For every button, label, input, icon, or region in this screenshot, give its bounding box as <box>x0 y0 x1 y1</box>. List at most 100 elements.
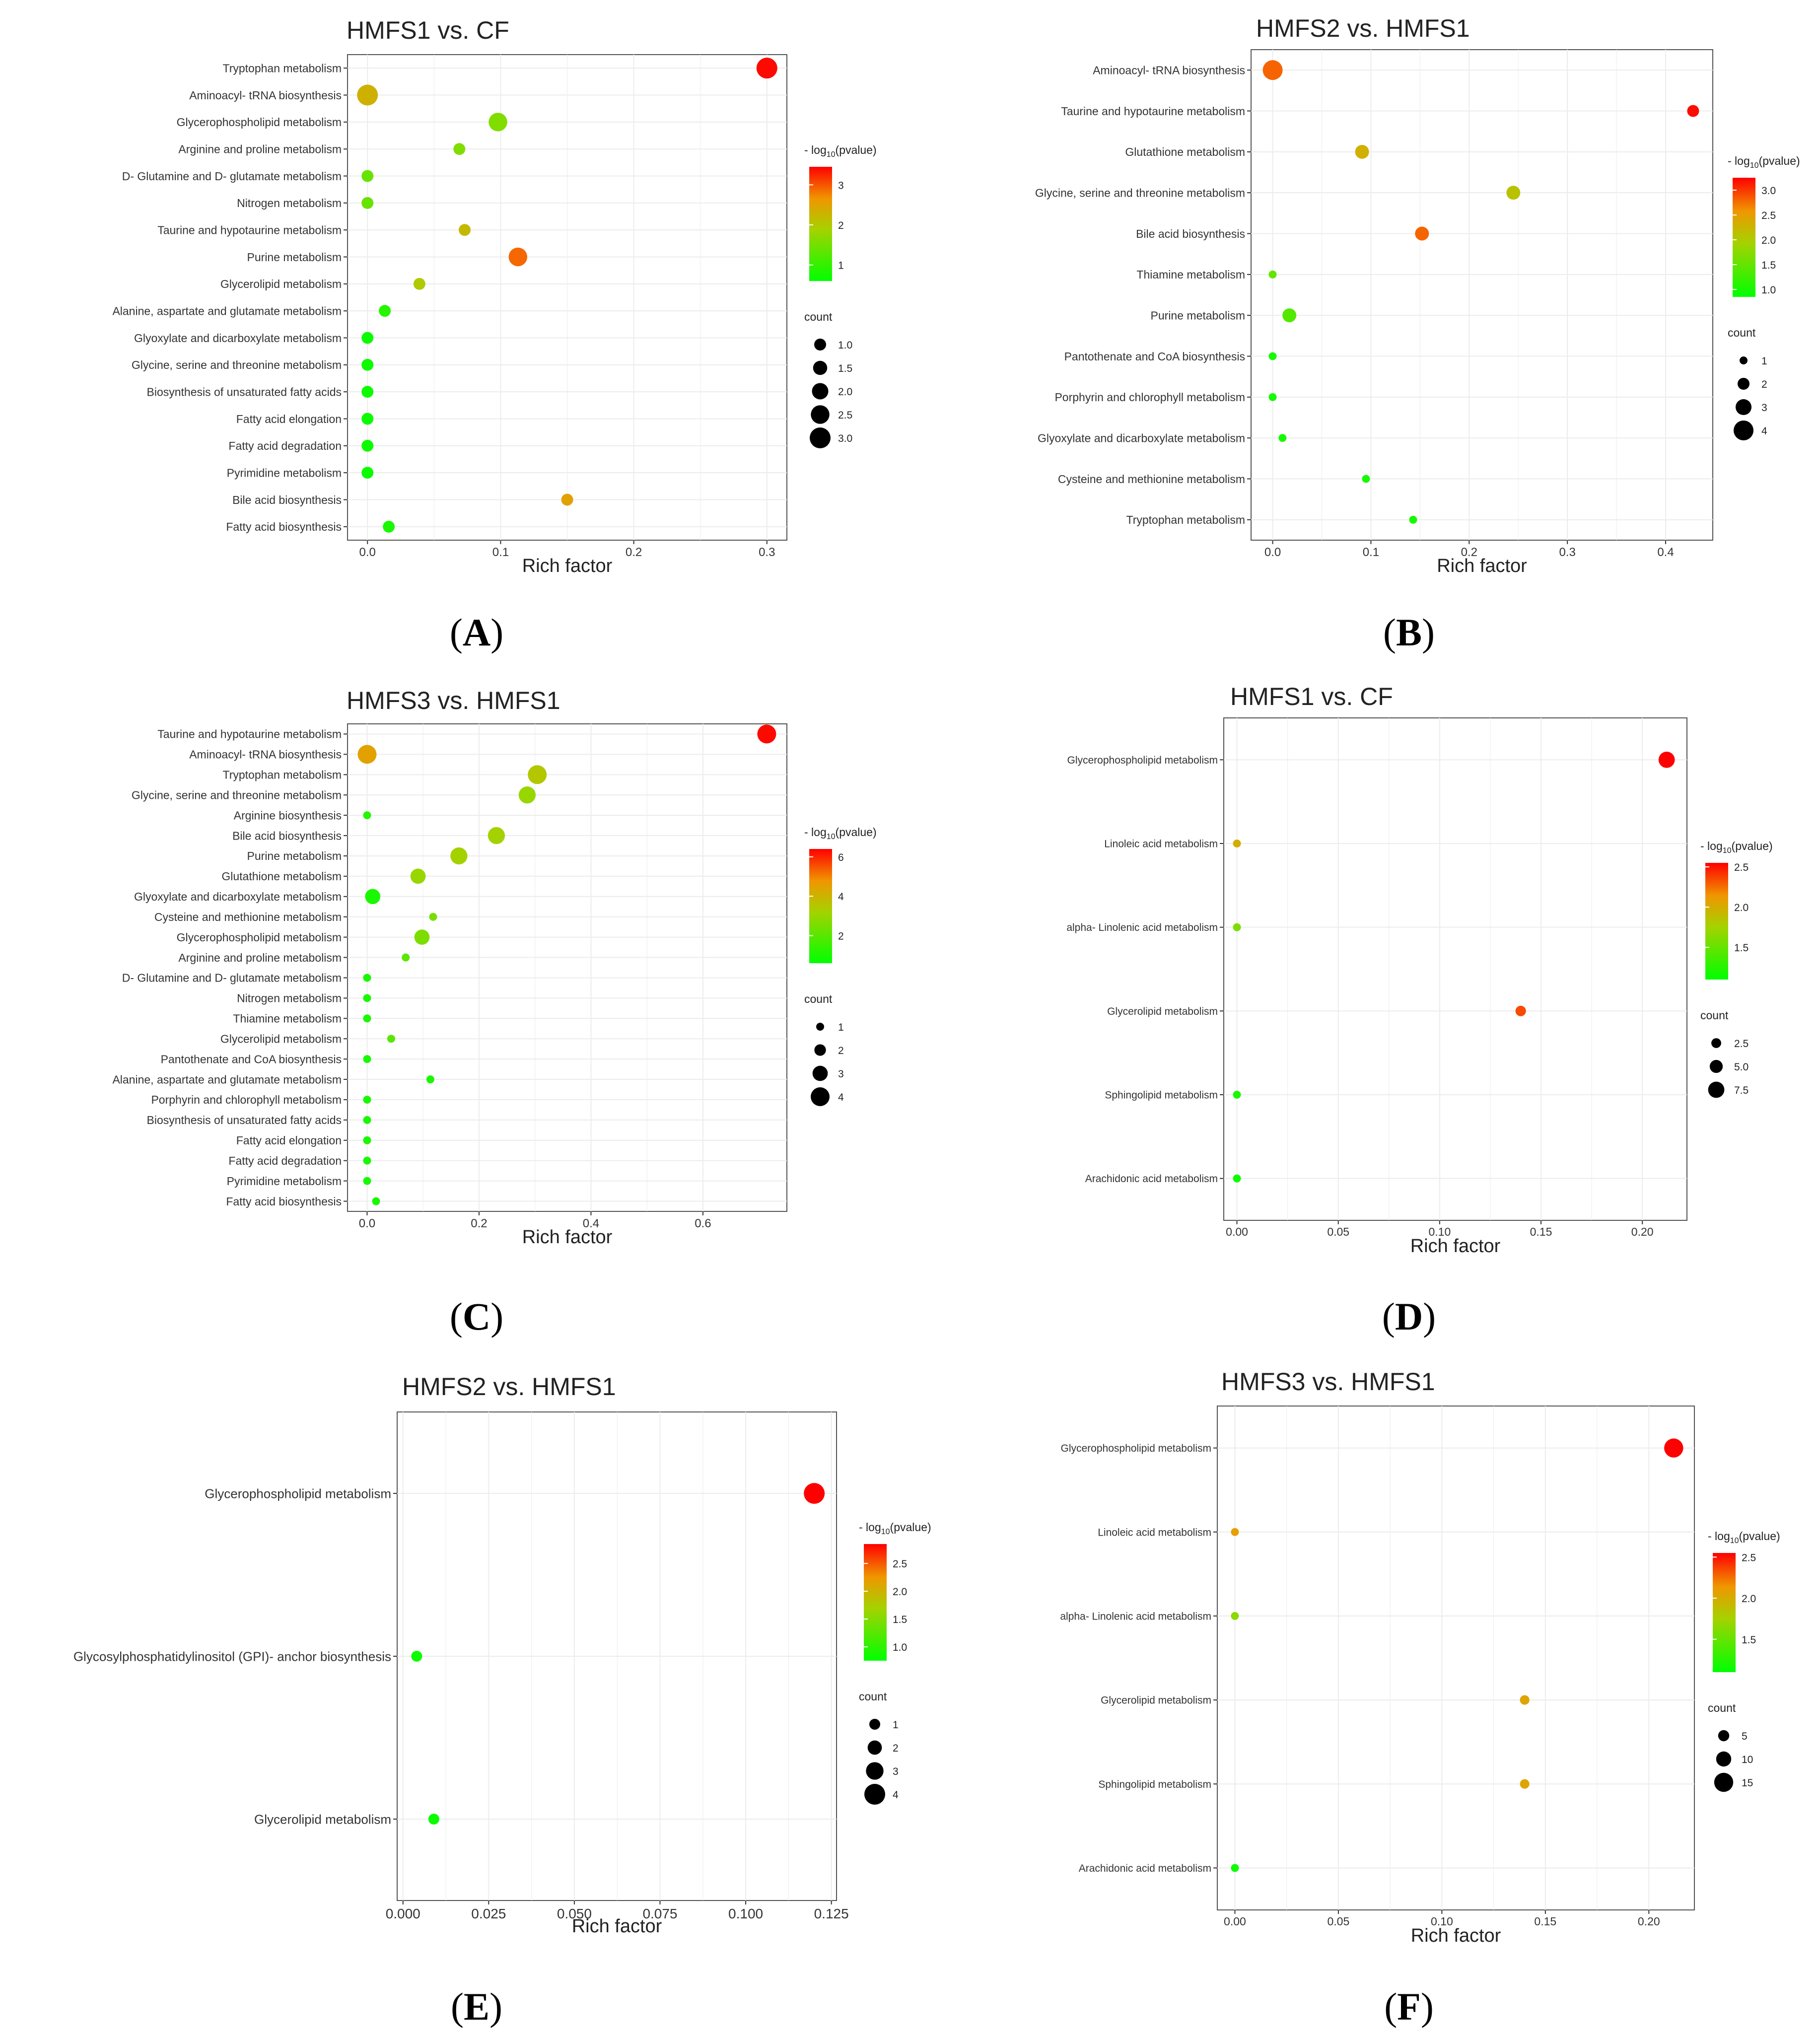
data-point <box>1268 352 1277 360</box>
data-point <box>1409 515 1417 524</box>
color-bar-label: 1.5 <box>1761 260 1776 271</box>
pathway-label: Pantothenate and CoA biosynthesis <box>161 1053 342 1065</box>
pathway-label: Tryptophan metabolism <box>223 62 342 74</box>
pathway-label: Glutathione metabolism <box>221 870 342 883</box>
size-legend-label: 2 <box>838 1045 844 1056</box>
pathway-label: Bile acid biosynthesis <box>232 829 342 842</box>
color-bar <box>809 849 832 963</box>
size-legend-title: count <box>804 992 833 1005</box>
grid-lines <box>1217 1406 1694 1910</box>
color-bar-label: 1 <box>838 260 844 272</box>
size-legend-label: 3.0 <box>838 433 852 444</box>
x-tick-label: 0.00 <box>1226 1225 1248 1238</box>
x-axis-label: Rich factor <box>1437 556 1527 576</box>
pathway-label: Glyoxylate and dicarboxylate metabolism <box>134 890 342 903</box>
x-tick-label: 0.0 <box>359 546 376 559</box>
pathway-label: Pyrimidine metabolism <box>227 1175 342 1188</box>
color-bar-label: 6 <box>838 852 844 863</box>
data-point <box>413 278 425 290</box>
size-legend-label: 4 <box>838 1092 844 1103</box>
x-tick-label: 0.10 <box>1428 1225 1451 1238</box>
size-legend-dot <box>813 360 828 375</box>
size-legend-dot <box>1714 1772 1734 1792</box>
pathway-label: Aminoacyl- tRNA biosynthesis <box>189 748 342 761</box>
x-tick-label: 0.1 <box>1363 546 1379 559</box>
x-axis-label: Rich factor <box>522 556 613 576</box>
color-legend-title: - log10(pvalue) <box>804 826 877 841</box>
chart-panel-b: HMFS2 vs. HMFS1 0.0 0.1 0.2 0.3 0.4 Rich facto… <box>1035 14 1800 654</box>
grid-lines <box>348 55 787 540</box>
color-bar-label: 2.5 <box>893 1558 907 1570</box>
size-legend-dot <box>814 1044 826 1056</box>
pathway-label: Glycine, serine and threonine metabolism <box>132 788 342 801</box>
size-legend-label: 5.0 <box>1734 1061 1749 1073</box>
x-tick-label: 0.0 <box>359 1217 375 1230</box>
pathway-label: Sphingolipid metabolism <box>1105 1090 1218 1101</box>
data-point <box>1506 186 1521 200</box>
data-point <box>363 1116 371 1124</box>
data-point <box>372 1197 380 1205</box>
x-tick-label: 0.15 <box>1530 1225 1552 1238</box>
chart-title: HMFS3 vs. HMFS1 <box>347 687 560 714</box>
data-point <box>1515 1005 1526 1016</box>
data-point <box>428 1814 439 1825</box>
data-point <box>1268 393 1277 401</box>
data-point <box>508 247 528 267</box>
data-point <box>1362 475 1370 483</box>
pathway-label: alpha- Linolenic acid metabolism <box>1066 922 1218 933</box>
pathway-label: Cysteine and methionine metabolism <box>1058 473 1245 486</box>
pathway-label: Fatty acid degradation <box>228 1154 342 1167</box>
data-point <box>426 1075 434 1084</box>
pathway-label: Glycosylphosphatidylinositol (GPI)- anch… <box>73 1649 391 1664</box>
chart-panel-d: HMFS1 vs. CF 0.00 0.05 0.10 0.15 0.20 Rich fac… <box>1066 683 1772 1338</box>
data-point <box>361 439 374 452</box>
data-point <box>414 929 430 945</box>
size-legend-dot <box>1708 1081 1725 1098</box>
data-point <box>357 84 378 106</box>
size-legend-label: 3 <box>838 1068 844 1080</box>
pathway-label: Bile acid biosynthesis <box>232 493 342 506</box>
size-legend-dot <box>867 1740 882 1755</box>
color-bar-label: 2.5 <box>1734 862 1749 873</box>
plot-area <box>1223 717 1687 1221</box>
size-legend-label: 4 <box>1761 425 1767 437</box>
size-legend-label: 5 <box>1742 1731 1748 1742</box>
pathway-label: Purine metabolism <box>247 849 342 862</box>
panel-label: (E) <box>451 1985 502 2028</box>
pathway-label: Fatty acid elongation <box>236 1134 342 1147</box>
pathway-label: Taurine and hypotaurine metabolism <box>1061 105 1245 118</box>
size-legend-label: 4 <box>893 1789 899 1801</box>
color-bar-label: 2.0 <box>1734 902 1749 914</box>
x-tick-label: 0.100 <box>728 1906 763 1921</box>
size-legend-label: 2.5 <box>1734 1038 1749 1050</box>
x-tick-label: 0.075 <box>642 1906 677 1921</box>
pathway-label: Arginine and proline metabolism <box>178 951 342 964</box>
panel-label: (A) <box>450 611 503 654</box>
data-point <box>363 1014 371 1023</box>
pathway-label: Arachidonic acid metabolism <box>1085 1173 1218 1185</box>
size-legend-dot <box>1711 1038 1721 1048</box>
color-legend-title: - log10(pvalue) <box>804 143 877 159</box>
x-axis-label: Rich factor <box>572 1916 662 1937</box>
size-legend-dot <box>811 1087 830 1106</box>
pathway-label: Tryptophan metabolism <box>223 769 342 781</box>
pathway-label: Pantothenate and CoA biosynthesis <box>1064 350 1245 363</box>
grid-lines <box>1224 718 1687 1220</box>
pathway-label: Bile acid biosynthesis <box>1136 227 1245 240</box>
x-tick-label: 0.0 <box>1264 546 1281 559</box>
size-legend-label: 2 <box>893 1743 899 1754</box>
pathway-label: Glyoxylate and dicarboxylate metabolism <box>1038 431 1245 444</box>
x-tick-label: 0.125 <box>814 1906 849 1921</box>
pathway-label: D- Glutamine and D- glutamate metabolism <box>122 170 342 183</box>
size-legend-label: 15 <box>1742 1777 1753 1789</box>
data-point <box>488 827 505 845</box>
data-point <box>429 913 437 921</box>
size-legend-label: 10 <box>1742 1754 1753 1765</box>
data-point <box>450 847 468 865</box>
x-tick-label: 0.00 <box>1224 1915 1246 1928</box>
color-legend-title: - log10(pvalue) <box>1708 1530 1780 1545</box>
data-point <box>357 745 377 764</box>
data-point <box>363 1156 371 1165</box>
data-point <box>1355 144 1369 159</box>
